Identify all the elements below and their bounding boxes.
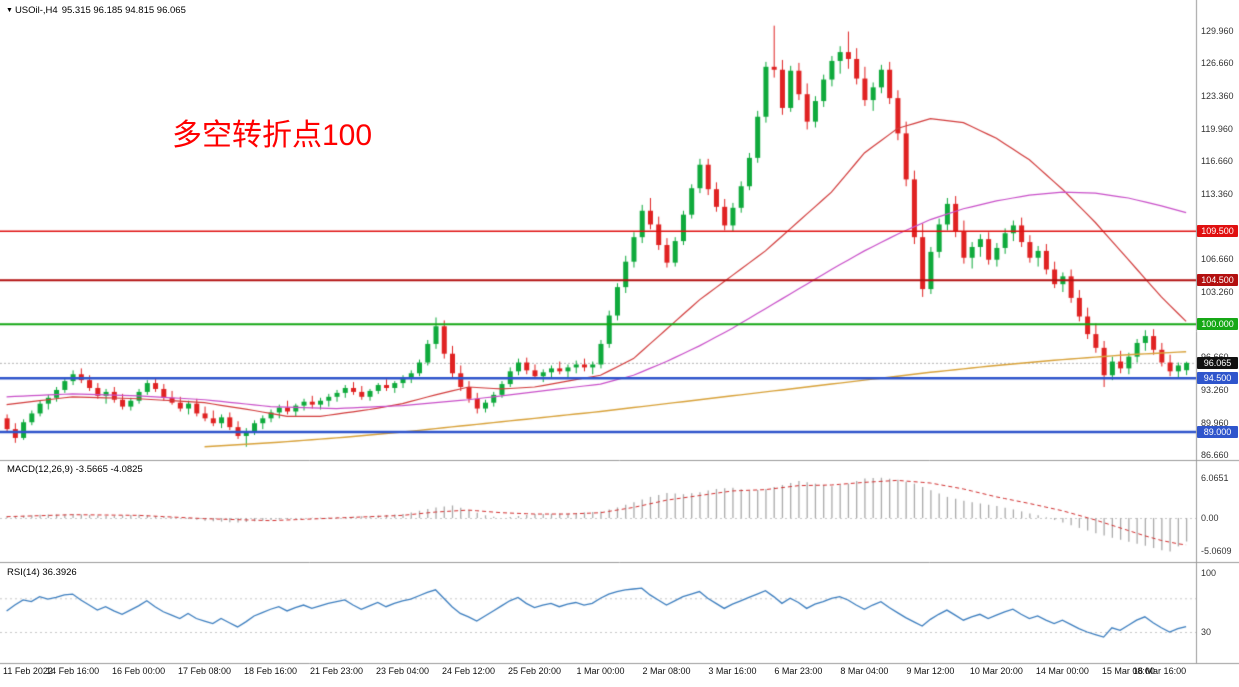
chart-title: ▼ USOil-,H4 95.315 96.185 94.815 96.065 [6, 5, 190, 16]
ohlc-values: 95.315 96.185 94.815 96.065 [61, 5, 186, 16]
macd-indicator-label: MACD(12,26,9) -3.5665 -4.0825 [7, 464, 143, 475]
chart-annotation-text: 多空转折点100 [172, 119, 373, 152]
symbol-marker-icon: ▼ [6, 7, 13, 14]
rsi-indicator-label: RSI(14) 36.3926 [7, 567, 77, 578]
symbol-timeframe: USOil-,H4 [14, 5, 58, 16]
